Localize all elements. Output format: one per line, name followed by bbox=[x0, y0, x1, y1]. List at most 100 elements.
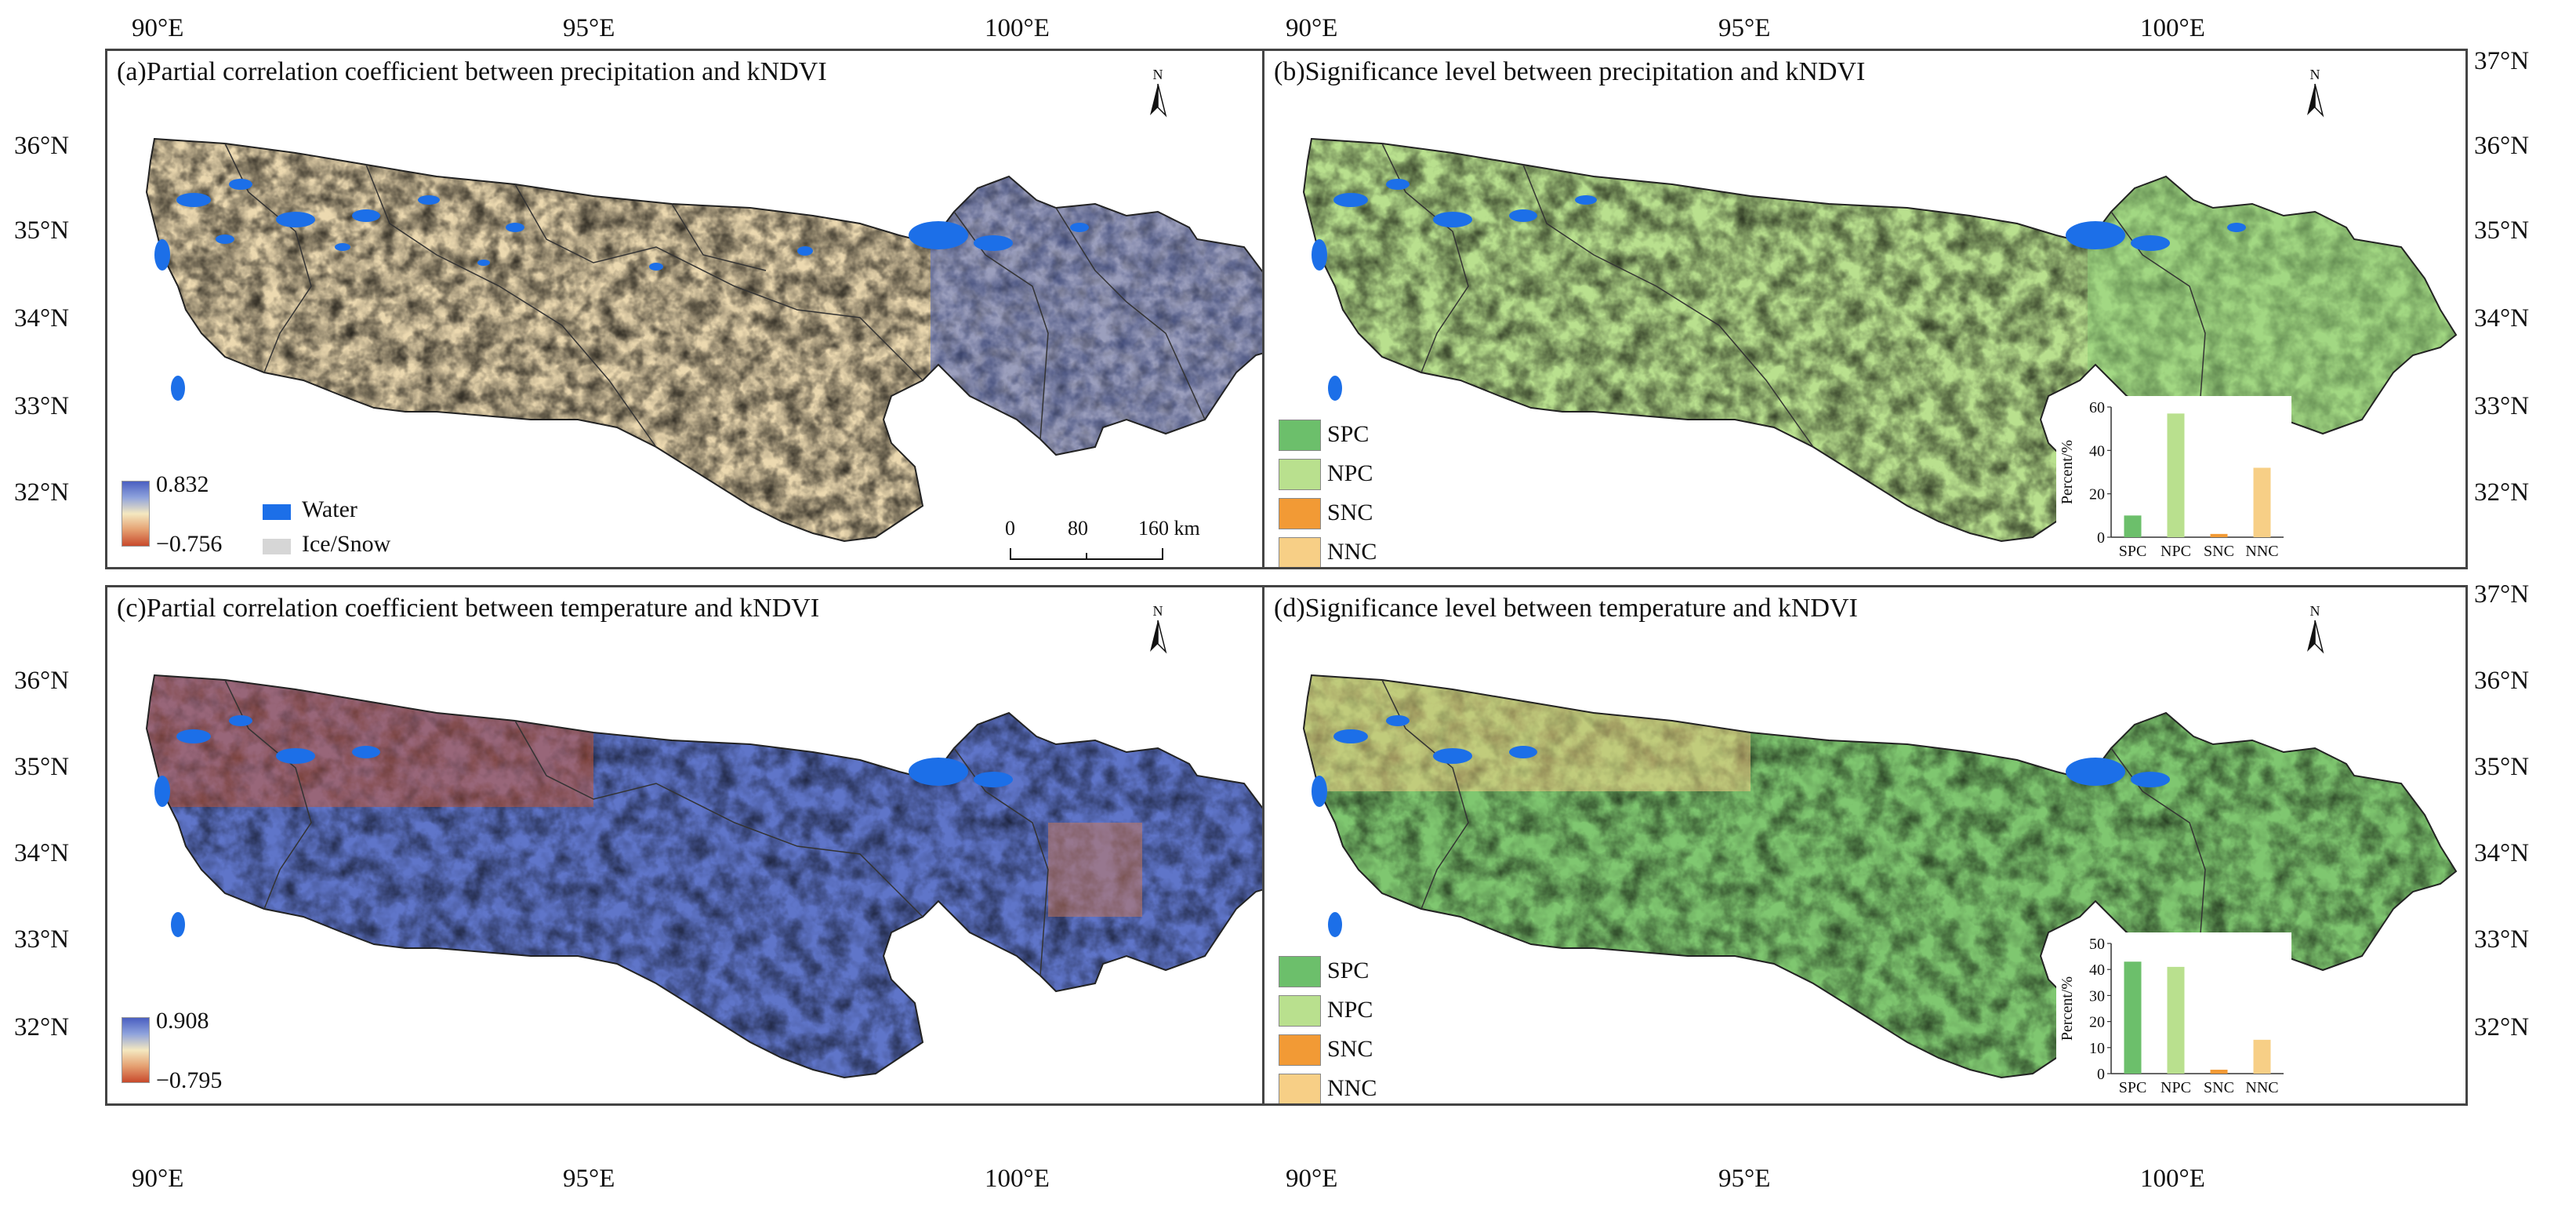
spc-swatch-d bbox=[1279, 956, 1321, 987]
nnc-label-d: NNC bbox=[1327, 1075, 1377, 1101]
lon-label-95-bottom-right: 95°E bbox=[1718, 1165, 1771, 1193]
lat-label-b-35: 35°N bbox=[2474, 216, 2530, 245]
lon-label-100-top-left: 100°E bbox=[985, 14, 1050, 42]
lat-label-d-36: 36°N bbox=[2474, 667, 2530, 695]
spc-swatch-b bbox=[1279, 420, 1321, 451]
map-d bbox=[1302, 674, 2458, 1079]
panel-c-title: (c)Partial correlation coefficient betwe… bbox=[117, 594, 820, 623]
north-arrow-d: N bbox=[2299, 603, 2331, 658]
bar-spc bbox=[2124, 961, 2142, 1074]
bar-nnc bbox=[2253, 467, 2271, 537]
npc-swatch-d bbox=[1279, 995, 1321, 1027]
lat-label-c-36: 36°N bbox=[14, 667, 70, 695]
x-tick-label: NPC bbox=[2161, 1079, 2191, 1096]
x-tick-label: NPC bbox=[2161, 543, 2191, 560]
lat-label-a-33: 33°N bbox=[14, 392, 70, 420]
lon-label-100-bottom-left: 100°E bbox=[985, 1165, 1050, 1193]
lon-label-90-top-right: 90°E bbox=[1286, 14, 1338, 42]
colorbar-a-max: 0.832 bbox=[156, 471, 209, 497]
lat-label-b-32: 32°N bbox=[2474, 478, 2530, 507]
colorbar-c-max: 0.908 bbox=[156, 1008, 209, 1034]
lat-label-b-36: 36°N bbox=[2474, 132, 2530, 160]
nnc-label-b: NNC bbox=[1327, 539, 1377, 565]
panel-d: (d)Significance level between temperatur… bbox=[1262, 585, 2468, 1106]
inset-chart-d-svg: 0 10 20 30 40 50 Percent/% SPC NPC SNC NNC bbox=[2059, 936, 2284, 1096]
snc-label-b: SNC bbox=[1327, 500, 1373, 525]
bar-spc bbox=[2124, 515, 2142, 537]
inset-chart-b-svg: 0 20 40 60 Percent/% SPC NPC SNC NNC bbox=[2059, 399, 2284, 560]
nnc-swatch-b bbox=[1279, 537, 1321, 567]
spc-label-d: SPC bbox=[1327, 958, 1370, 983]
lon-label-90-top-left: 90°E bbox=[132, 14, 184, 42]
ice-label-a: Ice/Snow bbox=[302, 531, 391, 557]
north-arrow-icon bbox=[2307, 83, 2324, 118]
panel-a-title: (a)Partial correlation coefficient betwe… bbox=[117, 57, 827, 86]
snc-swatch-d bbox=[1279, 1034, 1321, 1066]
lon-label-100-top-right: 100°E bbox=[2140, 14, 2205, 42]
snc-swatch-b bbox=[1279, 498, 1321, 529]
panel-d-title: (d)Significance level between temperatur… bbox=[1274, 594, 1858, 623]
lat-label-b-33: 33°N bbox=[2474, 392, 2530, 420]
panel-a: (a)Partial correlation coefficient betwe… bbox=[105, 49, 1300, 569]
water-label-a: Water bbox=[302, 496, 357, 522]
bar-snc bbox=[2210, 1070, 2228, 1074]
y-tick-label: 40 bbox=[2089, 961, 2105, 979]
lon-label-95-top-right: 95°E bbox=[1718, 14, 1771, 42]
lat-label-c-34: 34°N bbox=[14, 839, 70, 867]
lon-label-90-bottom-right: 90°E bbox=[1286, 1165, 1338, 1193]
scale-bar bbox=[1009, 547, 1166, 566]
scale-tick-80: 80 bbox=[1068, 517, 1088, 540]
colorbar-a bbox=[122, 481, 150, 547]
colorbar-c bbox=[122, 1017, 150, 1083]
north-arrow-b: N bbox=[2299, 67, 2331, 122]
y-axis-label: Percent/% bbox=[2059, 440, 2076, 504]
map-c bbox=[145, 674, 1297, 1079]
north-arrow-icon bbox=[1150, 620, 1167, 654]
x-tick-label: NNC bbox=[2245, 543, 2278, 560]
lat-label-a-34: 34°N bbox=[14, 304, 70, 333]
y-tick-label: 20 bbox=[2089, 486, 2105, 503]
ice-swatch-a bbox=[263, 539, 291, 554]
bar-npc bbox=[2167, 966, 2185, 1074]
npc-label-d: NPC bbox=[1327, 997, 1373, 1023]
north-letter-b: N bbox=[2309, 67, 2320, 82]
lat-label-d-37: 37°N bbox=[2474, 580, 2530, 609]
y-tick-label: 30 bbox=[2089, 987, 2105, 1005]
lat-label-d-35: 35°N bbox=[2474, 753, 2530, 781]
lat-label-d-34: 34°N bbox=[2474, 839, 2530, 867]
scale-tick-0: 0 bbox=[1005, 517, 1015, 540]
npc-label-b: NPC bbox=[1327, 460, 1373, 486]
lon-label-90-bottom-left: 90°E bbox=[132, 1165, 184, 1193]
lat-label-b-37: 37°N bbox=[2474, 47, 2530, 75]
north-arrow-c: N bbox=[1142, 603, 1174, 658]
y-tick-label: 0 bbox=[2097, 529, 2105, 547]
lat-label-c-35: 35°N bbox=[14, 753, 70, 781]
north-arrow-a: N bbox=[1142, 67, 1174, 122]
scale-tick-160: 160 km bbox=[1138, 517, 1200, 540]
npc-swatch-b bbox=[1279, 459, 1321, 490]
x-tick-label: SPC bbox=[2119, 1079, 2147, 1096]
colorbar-c-min: −0.795 bbox=[156, 1067, 223, 1093]
bar-npc bbox=[2167, 413, 2185, 537]
lon-label-95-top-left: 95°E bbox=[563, 14, 615, 42]
panel-b: (b)Significance level between precipitat… bbox=[1262, 49, 2468, 569]
inset-chart-d: 0 10 20 30 40 50 Percent/% SPC NPC SNC NNC bbox=[2056, 932, 2291, 1103]
lat-label-c-33: 33°N bbox=[14, 925, 70, 954]
north-letter-c: N bbox=[1152, 603, 1163, 619]
lon-label-95-bottom-left: 95°E bbox=[563, 1165, 615, 1193]
x-tick-label: SNC bbox=[2204, 543, 2234, 560]
north-letter-a: N bbox=[1152, 67, 1163, 82]
bar-snc bbox=[2210, 533, 2228, 537]
y-tick-label: 20 bbox=[2089, 1014, 2105, 1031]
colorbar-a-min: −0.756 bbox=[156, 531, 223, 557]
x-tick-label: SPC bbox=[2119, 543, 2147, 560]
lat-label-d-32: 32°N bbox=[2474, 1013, 2530, 1041]
spc-label-b: SPC bbox=[1327, 421, 1370, 447]
north-arrow-icon bbox=[2307, 620, 2324, 654]
bar-nnc bbox=[2253, 1039, 2271, 1074]
y-axis-label: Percent/% bbox=[2059, 976, 2076, 1041]
scale-bar-line bbox=[1010, 548, 1163, 560]
y-tick-label: 10 bbox=[2089, 1040, 2105, 1057]
inset-chart-b: 0 20 40 60 Percent/% SPC NPC SNC NNC bbox=[2056, 396, 2291, 567]
x-tick-label: NNC bbox=[2245, 1079, 2278, 1096]
